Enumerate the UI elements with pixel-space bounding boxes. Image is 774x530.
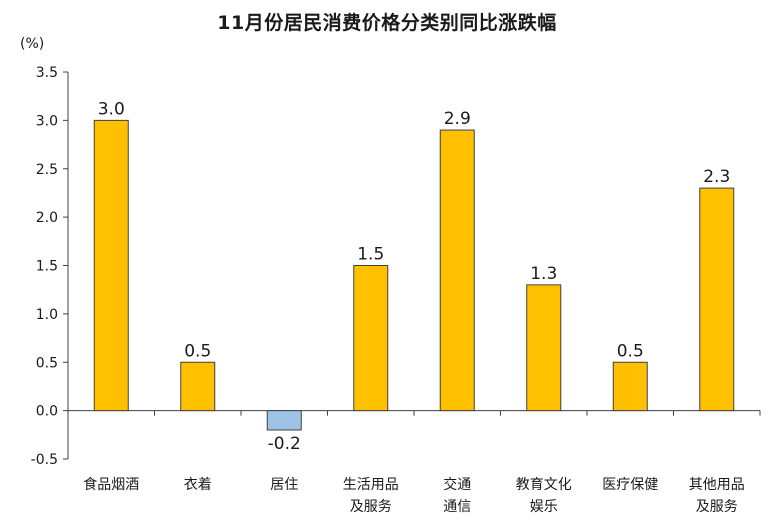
data-label: 1.3	[530, 264, 557, 284]
category-label: 及服务	[350, 499, 392, 515]
bar	[612, 361, 648, 412]
data-label: 0.5	[184, 341, 211, 361]
y-tick-label: 0.0	[36, 404, 58, 420]
category-label: 教育文化	[516, 477, 572, 493]
data-label: 0.5	[617, 341, 644, 361]
category-label: 衣着	[184, 477, 212, 493]
y-tick-label: -0.5	[31, 452, 58, 468]
y-axis: -0.5 0.0 0.5 1.0 1.5 2.0 2.5 3.0 3.5	[31, 65, 761, 468]
data-label: 2.9	[444, 109, 471, 129]
data-label: 2.3	[703, 167, 730, 187]
category-label: 医疗保健	[602, 477, 658, 493]
category-label: 交通	[443, 476, 471, 493]
bar	[266, 410, 302, 431]
data-label: 1.5	[357, 245, 384, 265]
data-label: -0.2	[268, 434, 301, 454]
category-label: 生活用品	[343, 477, 399, 493]
y-tick-label: 0.5	[36, 355, 58, 371]
bar	[526, 284, 562, 412]
bars	[93, 119, 735, 431]
category-label: 通信	[443, 499, 471, 515]
y-tick-label: 1.5	[36, 259, 58, 275]
y-tick-label: 3.5	[36, 65, 58, 81]
category-label: 居住	[270, 477, 298, 493]
y-tick-label: 1.0	[36, 307, 58, 323]
category-label: 娱乐	[530, 499, 558, 515]
data-label: 3.0	[98, 99, 125, 119]
category-label: 及服务	[696, 499, 738, 515]
bar	[699, 187, 735, 412]
y-tick-label: 2.5	[36, 162, 58, 178]
bar	[439, 129, 475, 412]
bar	[180, 361, 216, 412]
y-tick-label: 2.0	[36, 210, 58, 226]
y-tick-label: 3.0	[36, 113, 58, 129]
bar	[93, 119, 129, 412]
bar	[353, 265, 389, 412]
category-label: 其他用品	[689, 477, 745, 493]
value-labels: 3.0 0.5 -0.2 1.5 2.9 1.3 0.5 2.3	[98, 99, 731, 454]
category-label: 食品烟酒	[83, 476, 139, 493]
chart-title: 11月份居民消费价格分类别同比涨跌幅	[217, 12, 557, 34]
y-axis-unit: (%)	[20, 36, 45, 52]
